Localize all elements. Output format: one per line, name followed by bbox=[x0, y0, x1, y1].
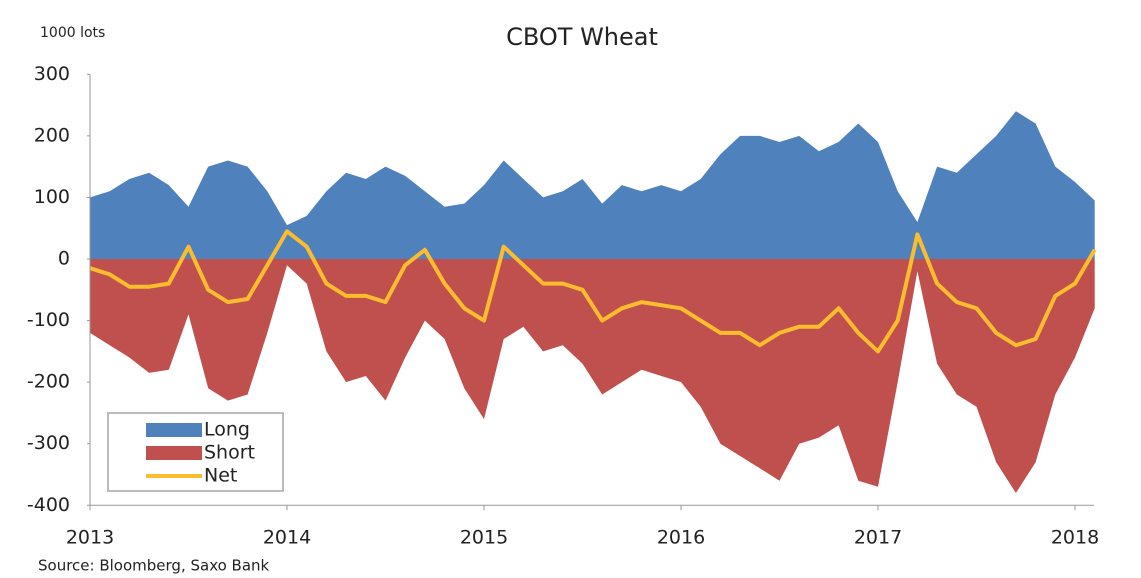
y-tick-label: -400 bbox=[27, 494, 70, 516]
legend-swatch bbox=[146, 423, 202, 437]
y-tick-label: -100 bbox=[27, 309, 70, 331]
legend-label: Long bbox=[204, 419, 250, 441]
legend-swatch bbox=[146, 446, 202, 460]
y-tick-label: -300 bbox=[27, 432, 70, 454]
chart-title: CBOT Wheat bbox=[506, 23, 658, 51]
y-tick-label: 300 bbox=[34, 63, 70, 85]
y-tick-label: 0 bbox=[58, 248, 70, 270]
legend-label: Short bbox=[204, 442, 255, 464]
source-note: Source: Bloomberg, Saxo Bank bbox=[38, 557, 270, 575]
y-axis-label: 1000 lots bbox=[40, 25, 105, 41]
area-long bbox=[90, 111, 1095, 259]
x-tick-label: 2017 bbox=[854, 527, 902, 549]
x-tick-label: 2018 bbox=[1051, 527, 1099, 549]
x-tick-label: 2014 bbox=[263, 527, 311, 549]
x-tick-label: 2013 bbox=[66, 527, 114, 549]
line-net bbox=[89, 229, 1097, 354]
x-tick-label: 2016 bbox=[657, 527, 705, 549]
x-tick-label: 2015 bbox=[460, 527, 508, 549]
y-tick-label: -200 bbox=[27, 371, 70, 393]
y-tick-label: 200 bbox=[34, 124, 70, 146]
y-tick-label: 100 bbox=[34, 186, 70, 208]
legend-label: Net bbox=[204, 465, 237, 487]
